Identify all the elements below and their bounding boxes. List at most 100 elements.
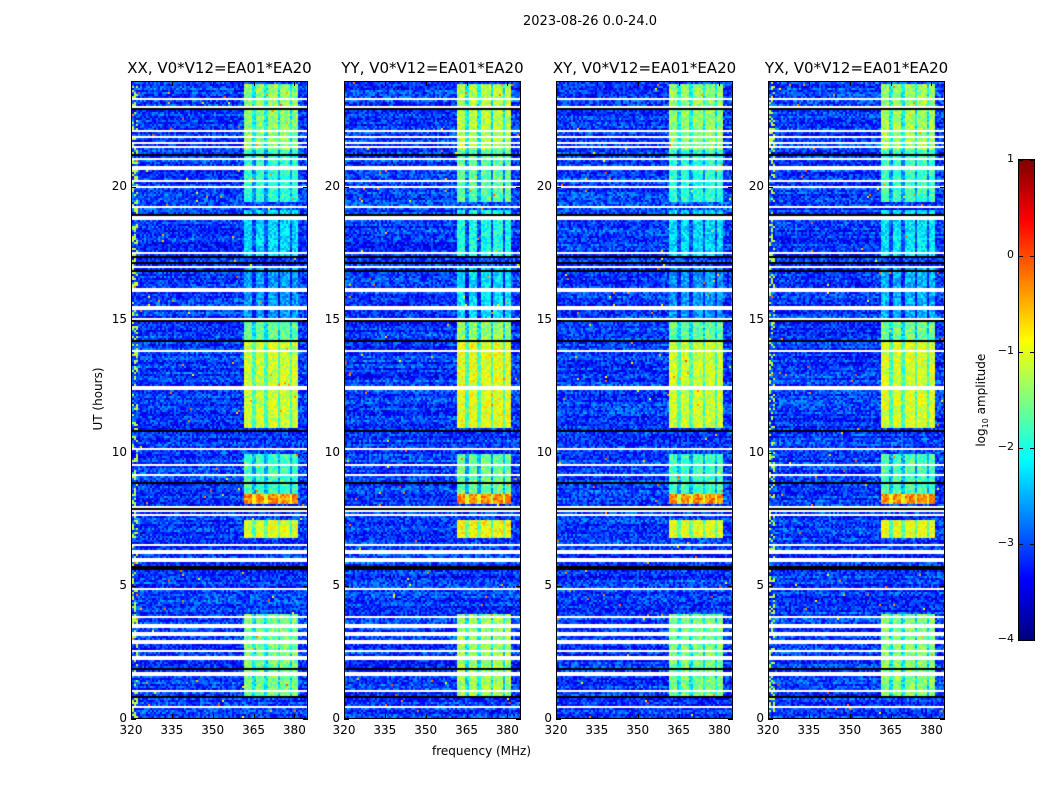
- y-tick-mark: [768, 320, 773, 322]
- y-tick-label: 10: [111, 445, 127, 460]
- heatmap-panel-3: [768, 81, 945, 719]
- x-tick-label: 320: [332, 723, 356, 737]
- heatmap-panel-1: [344, 81, 521, 719]
- figure-title: 2023-08-26 0.0-24.0: [523, 14, 657, 29]
- y-tick-mark: [131, 719, 136, 720]
- colorbar-tick-label: −1: [997, 344, 1014, 357]
- x-tick-mark: [808, 714, 810, 719]
- colorbar-tick-mark: [1030, 256, 1034, 257]
- x-tick-mark: [253, 81, 255, 86]
- x-tick-mark: [849, 714, 851, 719]
- x-tick-mark: [344, 714, 345, 719]
- y-tick-mark: [303, 453, 308, 455]
- y-tick-mark: [768, 586, 773, 588]
- x-tick-label: 380: [707, 723, 731, 737]
- x-tick-mark: [596, 81, 598, 86]
- y-tick-mark: [728, 586, 733, 588]
- y-tick-mark: [344, 719, 349, 720]
- x-tick-label: 320: [756, 723, 780, 737]
- y-tick-label: 0: [332, 711, 340, 725]
- x-tick-mark: [384, 714, 386, 719]
- y-tick-mark: [768, 453, 773, 455]
- colorbar-tick-mark: [1030, 544, 1034, 545]
- panel-title: XY, V0*V12=EA01*EA20: [552, 59, 737, 77]
- x-tick-mark: [425, 81, 427, 86]
- x-tick-label: 365: [667, 723, 690, 737]
- x-tick-mark: [507, 714, 509, 719]
- x-tick-mark: [466, 714, 468, 719]
- y-tick-mark: [131, 453, 136, 455]
- x-tick-mark: [931, 81, 933, 86]
- heatmap-panel-2: [556, 81, 733, 719]
- x-tick-label: 380: [495, 723, 519, 737]
- y-tick-mark: [728, 320, 733, 322]
- y-tick-label: 0: [119, 711, 127, 725]
- x-tick-label: 335: [373, 723, 397, 737]
- x-tick-mark: [637, 81, 639, 86]
- y-tick-mark: [516, 586, 521, 588]
- y-tick-mark: [516, 719, 521, 720]
- colorbar-tick-mark: [1030, 352, 1034, 353]
- x-tick-mark: [212, 81, 214, 86]
- colorbar-tick-mark: [1030, 640, 1034, 641]
- x-tick-mark: [344, 81, 345, 86]
- y-tick-mark: [344, 453, 349, 455]
- x-tick-label: 350: [838, 723, 862, 737]
- x-tick-mark: [768, 81, 769, 86]
- x-tick-label: 320: [544, 723, 568, 737]
- heatmap-cells: [769, 82, 944, 718]
- colorbar-label: log10 amplitude: [973, 353, 991, 447]
- x-tick-label: 365: [242, 723, 265, 737]
- y-tick-label: 5: [332, 578, 340, 593]
- colorbar-tick-mark: [1030, 448, 1034, 449]
- y-tick-label: 20: [111, 179, 127, 194]
- colorbar-tick-mark: [1019, 640, 1023, 641]
- y-tick-label: 5: [119, 578, 127, 593]
- x-tick-label: 380: [919, 723, 943, 737]
- x-tick-mark: [171, 81, 173, 86]
- colorbar-tick-mark: [1019, 256, 1023, 257]
- y-tick-mark: [344, 187, 349, 189]
- colorbar-tick-label: −2: [997, 440, 1014, 453]
- x-tick-mark: [294, 714, 296, 719]
- x-tick-mark: [131, 81, 132, 86]
- y-tick-label: 15: [111, 312, 127, 327]
- x-tick-mark: [678, 714, 680, 719]
- y-tick-mark: [768, 187, 773, 189]
- x-tick-mark: [808, 81, 810, 86]
- y-tick-mark: [940, 320, 945, 322]
- y-tick-mark: [940, 586, 945, 588]
- colorbar-tick-mark: [1019, 160, 1023, 161]
- x-tick-label: 365: [455, 723, 478, 737]
- y-tick-label: 15: [748, 312, 764, 327]
- y-tick-label: 20: [748, 179, 764, 194]
- y-tick-mark: [131, 187, 136, 189]
- y-tick-mark: [728, 719, 733, 720]
- y-tick-label: 10: [324, 445, 340, 460]
- x-tick-mark: [425, 714, 427, 719]
- x-tick-mark: [931, 714, 933, 719]
- y-tick-label: 10: [748, 445, 764, 460]
- x-tick-mark: [768, 714, 769, 719]
- y-tick-mark: [344, 320, 349, 322]
- y-tick-label: 10: [536, 445, 552, 460]
- colorbar-tick-mark: [1019, 352, 1023, 353]
- colorbar-tick-label: −4: [997, 632, 1014, 645]
- x-tick-mark: [719, 81, 721, 86]
- x-tick-mark: [890, 81, 892, 86]
- y-tick-mark: [940, 453, 945, 455]
- y-tick-mark: [303, 187, 308, 189]
- y-tick-label: 15: [536, 312, 552, 327]
- y-tick-mark: [303, 719, 308, 720]
- heatmap-cells: [557, 82, 732, 718]
- y-tick-label: 20: [536, 179, 552, 194]
- heatmap-panel-0: [131, 81, 308, 719]
- x-tick-mark: [890, 714, 892, 719]
- y-tick-mark: [303, 586, 308, 588]
- x-tick-mark: [596, 714, 598, 719]
- x-tick-label: 350: [201, 723, 225, 737]
- y-tick-mark: [516, 453, 521, 455]
- x-tick-mark: [171, 714, 173, 719]
- y-tick-label: 20: [324, 179, 340, 194]
- y-tick-mark: [516, 187, 521, 189]
